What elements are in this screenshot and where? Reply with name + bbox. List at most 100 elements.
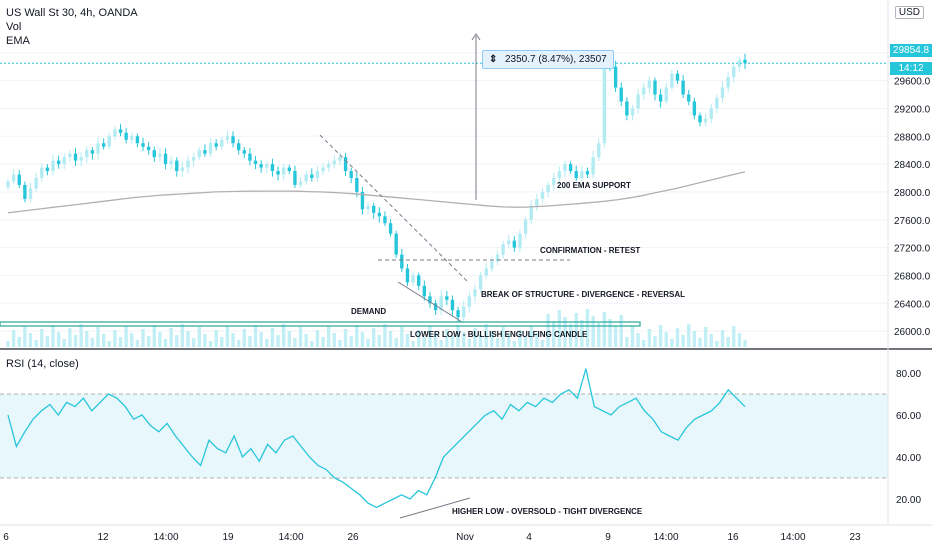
candle-body — [523, 219, 528, 234]
annotation-ema-support[interactable]: 200 EMA SUPPORT — [557, 181, 631, 190]
volume-bar — [338, 340, 342, 347]
volume-bar — [298, 327, 303, 347]
volume-bar — [478, 335, 483, 347]
rsi-tick-label: 80.00 — [896, 369, 921, 380]
time-tick-label: 6 — [3, 532, 9, 543]
candle-body — [456, 310, 460, 318]
volume-bar — [85, 331, 89, 347]
candle-body — [214, 143, 218, 147]
candle-body — [467, 296, 472, 307]
volume-bar — [321, 337, 325, 347]
volume-bar — [574, 313, 578, 347]
volume-bar — [146, 336, 151, 347]
volume-bar — [6, 341, 10, 347]
candle-body — [276, 171, 280, 175]
candle-body — [163, 153, 168, 165]
support-trend-line[interactable] — [397, 281, 463, 323]
candle-body — [28, 188, 33, 199]
volume-bar — [276, 335, 280, 347]
volume-bar — [417, 330, 421, 347]
demand-zone[interactable] — [0, 321, 641, 327]
volume-bar — [259, 332, 263, 347]
candle-body — [675, 73, 680, 81]
candle-body — [349, 171, 353, 179]
candle-body — [191, 157, 196, 161]
candle-body — [225, 136, 230, 140]
candle-body — [152, 150, 156, 158]
volume-bar — [248, 336, 252, 347]
volume-bar — [439, 340, 443, 347]
volume-bar — [253, 325, 258, 347]
candle-body — [445, 296, 449, 300]
volume-bar — [535, 333, 539, 347]
volume-bar — [630, 326, 635, 347]
volume-bar — [529, 326, 533, 347]
volume-bar — [732, 326, 736, 347]
volume-bar — [394, 338, 398, 347]
candle-body — [56, 160, 61, 165]
annotation-confirmation[interactable]: CONFIRMATION - RETEST — [540, 246, 640, 255]
volume-bar — [720, 330, 725, 347]
volume-bar — [101, 334, 106, 347]
candle-body — [107, 136, 111, 147]
candle-body — [709, 108, 713, 119]
ema-label[interactable]: EMA — [6, 35, 30, 47]
candle-body — [580, 171, 584, 179]
annotation-lower-low[interactable]: LOWER LOW - BULLISH ENGULFING CANDLE — [410, 330, 588, 339]
volume-bar — [388, 331, 393, 347]
annotation-break[interactable]: BREAK OF STRUCTURE - DIVERGENCE - REVERS… — [481, 290, 685, 299]
candle-body — [388, 223, 393, 234]
price-tick-label: 27200.0 — [894, 244, 931, 255]
volume-bar — [591, 316, 595, 347]
volume-bar — [546, 314, 550, 347]
candle-body — [642, 87, 646, 95]
volume-bar — [265, 339, 269, 347]
candle-body — [568, 164, 573, 172]
rsi-band — [0, 394, 888, 478]
annotation-demand[interactable]: DEMAND — [351, 307, 386, 316]
measure-label[interactable]: ⇕ 2350.7 (8.47%), 23507 — [482, 50, 614, 69]
candle-body — [310, 174, 314, 179]
time-tick-label: 14:00 — [780, 532, 805, 543]
volume-bar — [349, 336, 353, 347]
volume-bar — [540, 340, 545, 347]
volume-bar — [473, 328, 477, 347]
candle-body — [484, 268, 488, 276]
candle-body — [158, 153, 162, 158]
volume-bar — [518, 330, 522, 347]
candle-body — [664, 87, 668, 102]
currency-badge[interactable]: USD — [894, 6, 924, 19]
candle-body — [130, 136, 134, 140]
price-tick-label: 27600.0 — [894, 216, 931, 227]
volume-bar — [743, 340, 747, 347]
volume-bar — [90, 338, 95, 347]
symbol-title[interactable]: US Wall St 30, 4h, OANDA — [6, 7, 138, 19]
volume-bar — [523, 337, 528, 347]
candle-body — [703, 118, 708, 123]
candle-body — [355, 178, 359, 192]
volume-bar — [281, 324, 286, 347]
candle-body — [383, 216, 387, 224]
volume-bar — [642, 340, 646, 347]
annotation-higher-low[interactable]: HIGHER LOW - OVERSOLD - TIGHT DIVERGENCE — [452, 507, 643, 516]
time-tick-label: 12 — [97, 532, 109, 543]
candle-body — [507, 240, 511, 245]
volume-bar — [445, 329, 449, 347]
candle-body — [687, 94, 691, 102]
volume-bar — [411, 341, 415, 347]
volume-bar — [709, 334, 713, 347]
candle-body — [96, 143, 100, 154]
volume-label[interactable]: Vol — [6, 21, 22, 33]
volume-bar — [203, 334, 207, 347]
rsi-legend[interactable]: RSI (14, close) — [6, 358, 79, 370]
candle-body — [512, 240, 517, 248]
volume-bar — [11, 330, 16, 347]
candle-body — [17, 174, 21, 185]
price-tick-label: 28400.0 — [894, 160, 931, 171]
candle-body — [394, 233, 398, 255]
rsi-divergence-line[interactable] — [399, 497, 471, 519]
volume-bar — [698, 338, 702, 347]
volume-bar — [580, 320, 584, 347]
volume-bar — [658, 325, 663, 347]
